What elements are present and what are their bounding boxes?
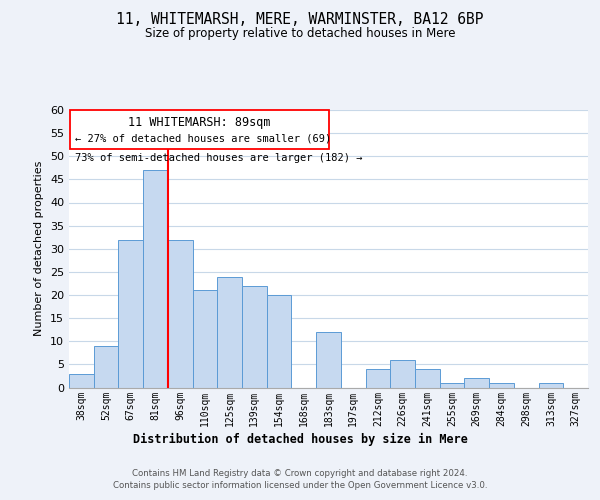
Text: 11, WHITEMARSH, MERE, WARMINSTER, BA12 6BP: 11, WHITEMARSH, MERE, WARMINSTER, BA12 6… [116,12,484,28]
FancyBboxPatch shape [70,110,329,150]
Text: 11 WHITEMARSH: 89sqm: 11 WHITEMARSH: 89sqm [128,116,271,128]
Bar [69,374,94,388]
Text: Distribution of detached houses by size in Mere: Distribution of detached houses by size … [133,432,467,446]
Text: Contains public sector information licensed under the Open Government Licence v3: Contains public sector information licen… [113,481,487,490]
Bar [489,383,514,388]
Bar [316,332,341,388]
Bar [118,240,143,388]
Text: 73% of semi-detached houses are larger (182) →: 73% of semi-detached houses are larger (… [76,153,363,163]
Text: Size of property relative to detached houses in Mere: Size of property relative to detached ho… [145,28,455,40]
Bar [242,286,267,388]
Bar [193,290,217,388]
Bar [365,369,390,388]
Bar [143,170,168,388]
Text: Contains HM Land Registry data © Crown copyright and database right 2024.: Contains HM Land Registry data © Crown c… [132,469,468,478]
Bar [539,383,563,388]
Y-axis label: Number of detached properties: Number of detached properties [34,161,44,336]
Bar [267,295,292,388]
Bar [415,369,440,388]
Bar [390,360,415,388]
Bar [168,240,193,388]
Bar [440,383,464,388]
Text: ← 27% of detached houses are smaller (69): ← 27% of detached houses are smaller (69… [76,134,332,143]
Bar [217,276,242,388]
Bar [94,346,118,388]
Bar [464,378,489,388]
